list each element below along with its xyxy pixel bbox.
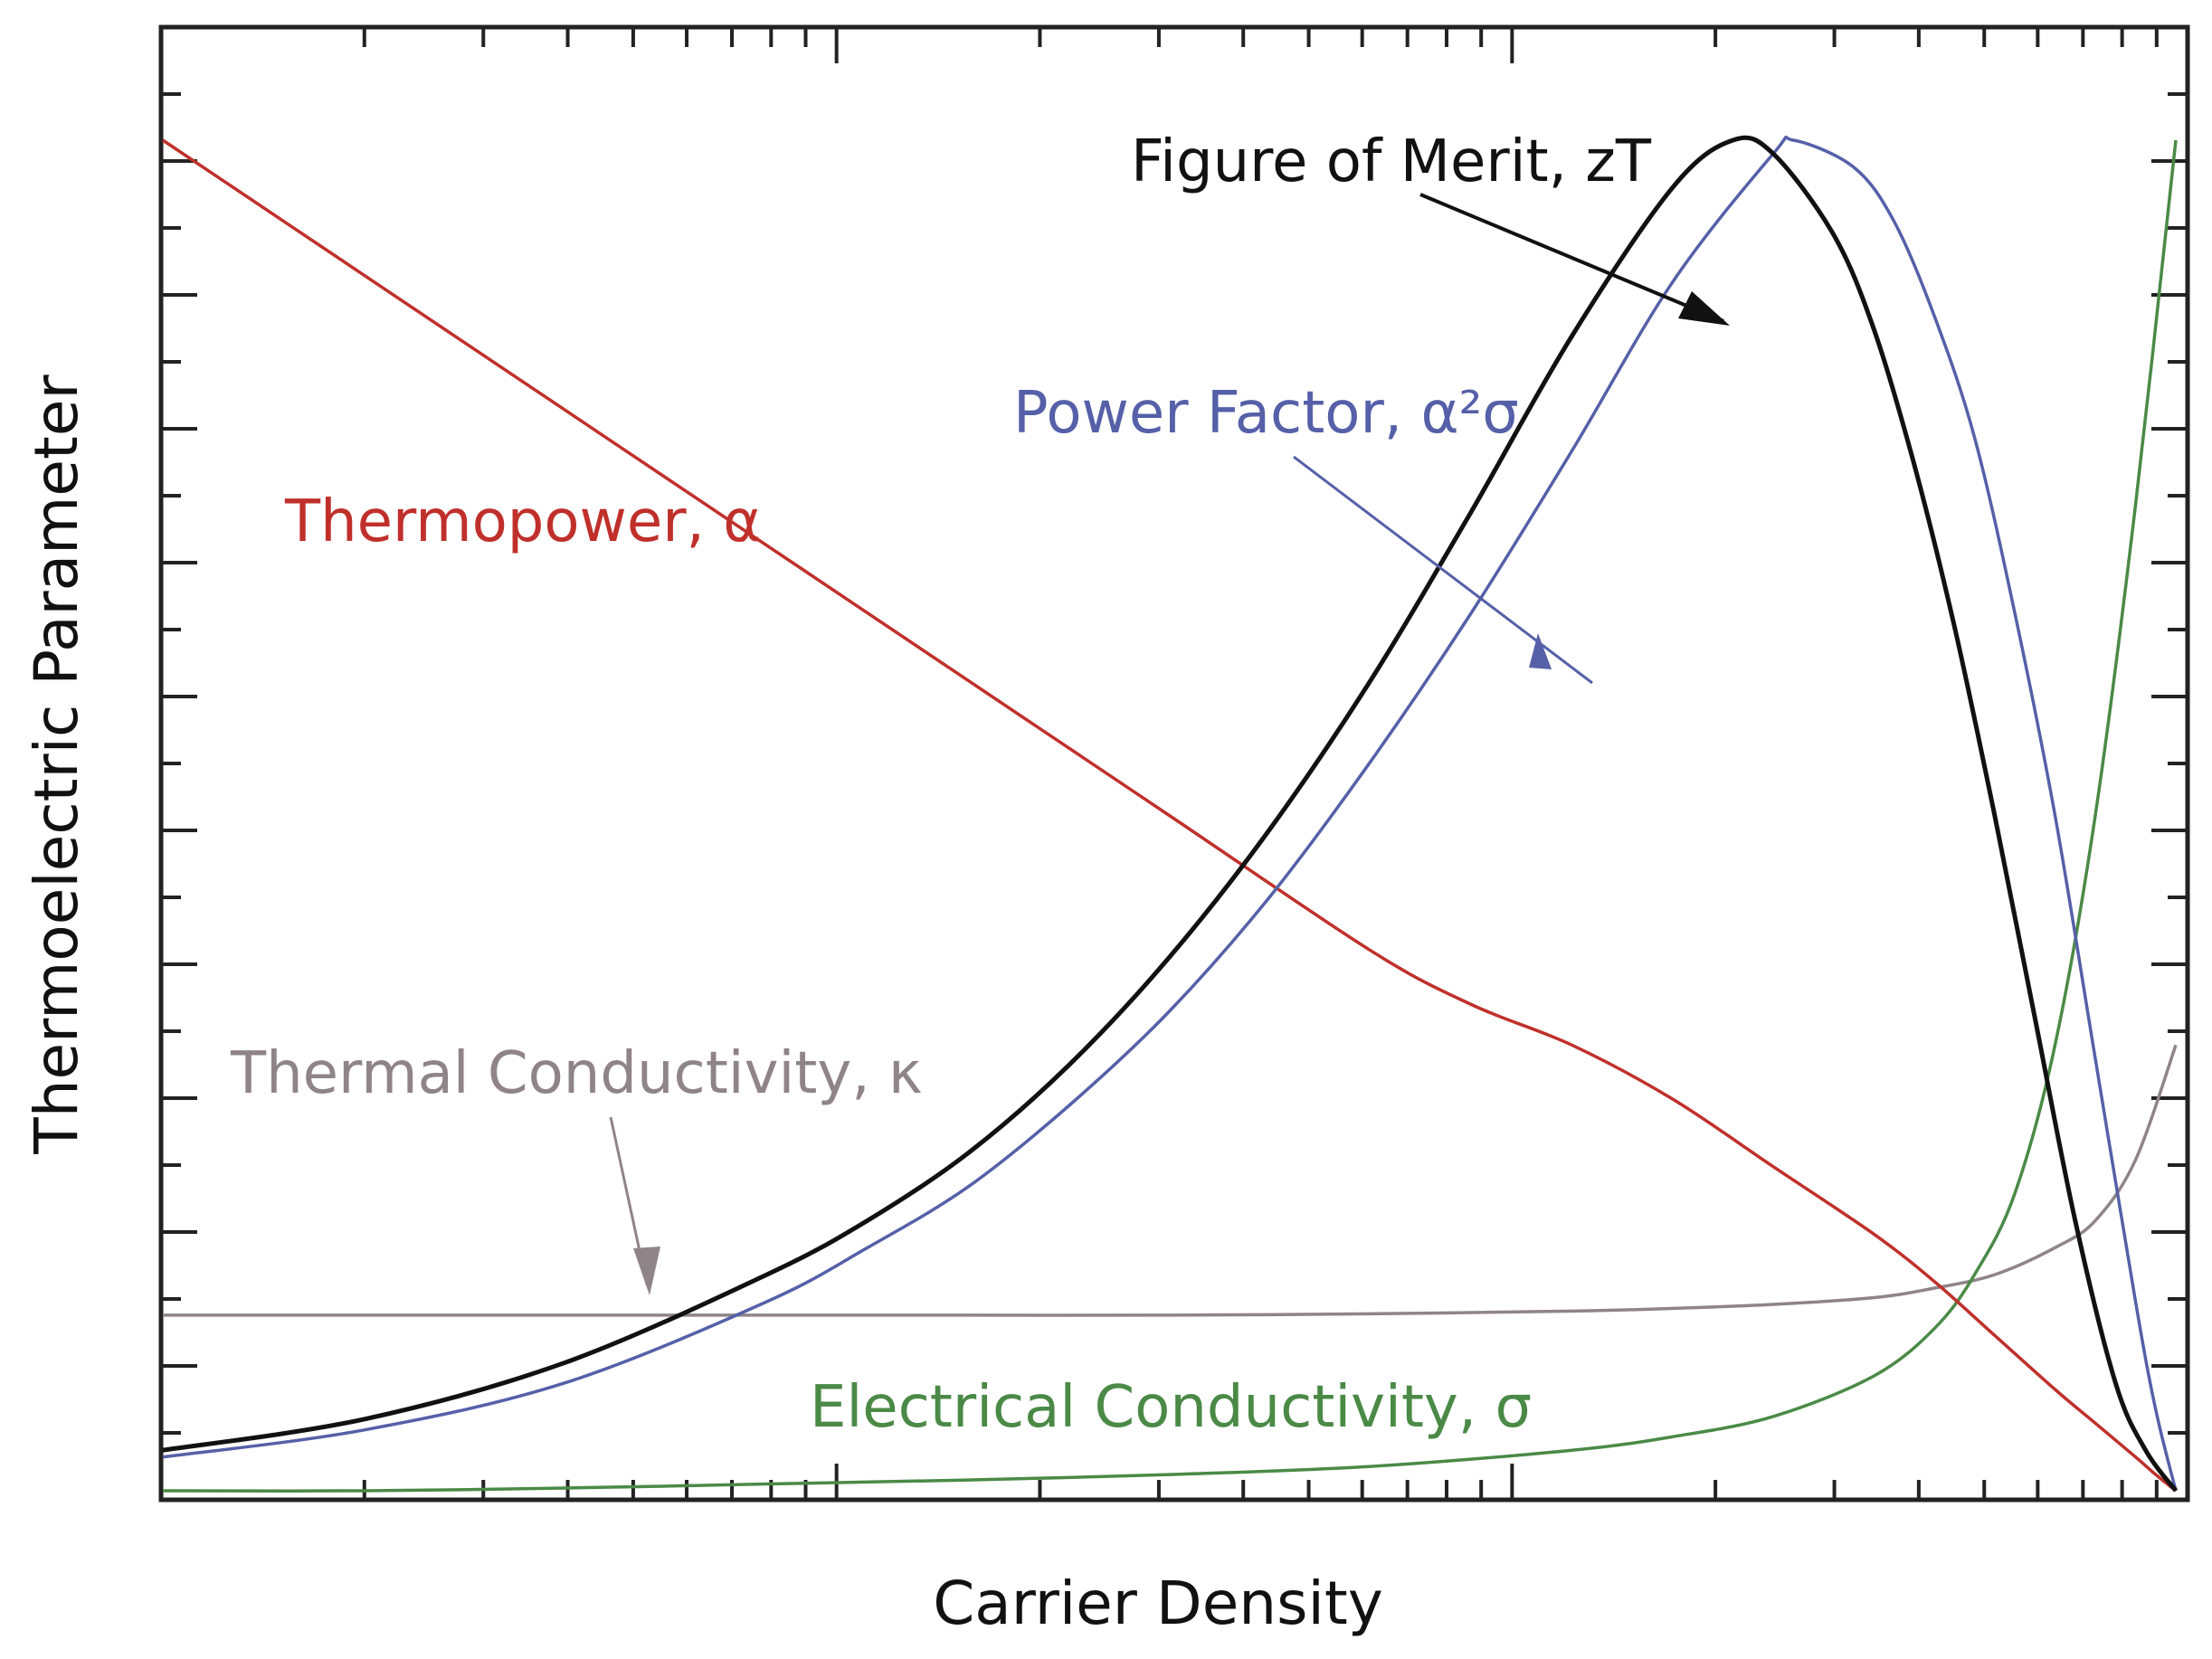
power-factor-arrowhead xyxy=(1529,633,1552,669)
thermal-conductivity-label: Thermal Conductivity, κ xyxy=(230,1040,923,1107)
series-line-4 xyxy=(162,139,2178,1493)
power-factor-label: Power Factor, α²σ xyxy=(1013,380,1519,447)
series-line-3 xyxy=(163,1044,2178,1317)
y-axis-label: Thermoelectric Parameter xyxy=(22,374,91,1155)
series-line-2 xyxy=(162,135,2178,1492)
plot-frame xyxy=(158,24,2190,1503)
series-line-1 xyxy=(162,135,2179,1493)
electrical-conductivity-label: Electrical Conductivity, σ xyxy=(810,1374,1532,1441)
tick-marks xyxy=(159,27,2188,1500)
annotation-arrows xyxy=(609,193,1730,1295)
x-axis-label: Carrier Density xyxy=(933,1569,1383,1638)
thermopower-label: Thermopower, α xyxy=(284,488,761,555)
zt-label: Figure of Merit, zT xyxy=(1131,128,1652,195)
zt-arrowhead xyxy=(1678,291,1730,326)
kappa-arrowhead xyxy=(633,1247,660,1295)
series-line-0 xyxy=(162,138,2178,1493)
zt-arrow xyxy=(1419,193,1724,323)
series-layer xyxy=(162,135,2179,1493)
power-factor-arrow xyxy=(1293,455,1593,685)
